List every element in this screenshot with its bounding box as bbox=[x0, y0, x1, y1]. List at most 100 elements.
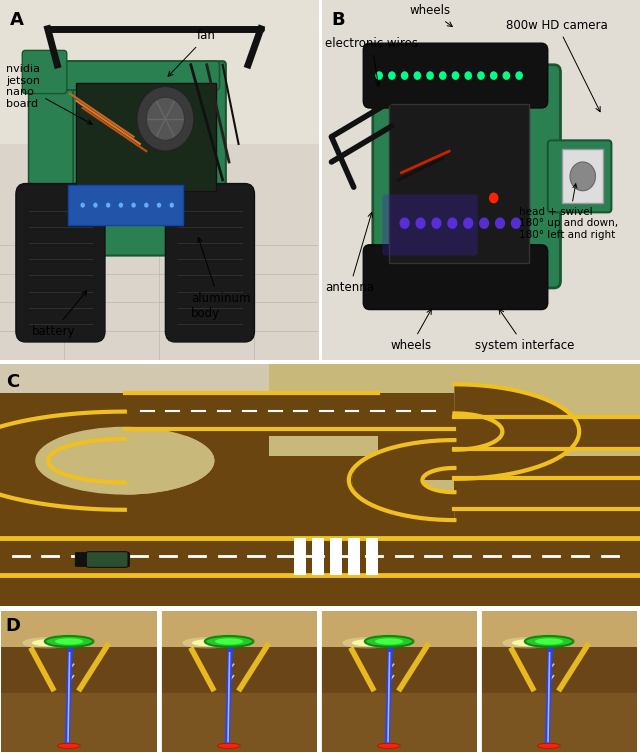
Text: battery: battery bbox=[32, 291, 86, 337]
Circle shape bbox=[489, 193, 499, 203]
Circle shape bbox=[426, 72, 434, 80]
Text: wheels: wheels bbox=[390, 309, 431, 352]
Circle shape bbox=[81, 203, 85, 208]
Circle shape bbox=[502, 637, 554, 648]
FancyBboxPatch shape bbox=[35, 61, 220, 90]
Text: D: D bbox=[5, 617, 20, 635]
Circle shape bbox=[157, 203, 161, 208]
Circle shape bbox=[388, 72, 396, 80]
FancyBboxPatch shape bbox=[165, 184, 255, 342]
Circle shape bbox=[502, 72, 510, 80]
FancyBboxPatch shape bbox=[76, 83, 216, 191]
Circle shape bbox=[35, 427, 214, 495]
Circle shape bbox=[45, 636, 93, 647]
FancyBboxPatch shape bbox=[1, 611, 157, 650]
FancyBboxPatch shape bbox=[269, 364, 640, 456]
Circle shape bbox=[406, 404, 515, 445]
Circle shape bbox=[431, 218, 442, 229]
Text: aluminum
body: aluminum body bbox=[191, 238, 250, 320]
FancyBboxPatch shape bbox=[321, 611, 477, 650]
FancyBboxPatch shape bbox=[161, 647, 317, 693]
Circle shape bbox=[35, 427, 214, 495]
Circle shape bbox=[490, 72, 497, 80]
Text: electronic wires: electronic wires bbox=[325, 37, 418, 86]
Circle shape bbox=[538, 743, 561, 748]
FancyBboxPatch shape bbox=[481, 611, 637, 650]
FancyBboxPatch shape bbox=[454, 477, 640, 509]
Circle shape bbox=[477, 72, 484, 80]
Circle shape bbox=[93, 203, 98, 208]
Circle shape bbox=[217, 743, 241, 748]
Wedge shape bbox=[352, 441, 454, 519]
Circle shape bbox=[410, 465, 512, 505]
Circle shape bbox=[147, 97, 184, 140]
FancyBboxPatch shape bbox=[373, 65, 561, 288]
FancyBboxPatch shape bbox=[29, 69, 73, 237]
Circle shape bbox=[463, 218, 474, 229]
FancyBboxPatch shape bbox=[1, 611, 157, 751]
Text: C: C bbox=[6, 373, 20, 392]
Text: head + swivel
180° up and down,
180° left and right: head + swivel 180° up and down, 180° lef… bbox=[519, 184, 618, 239]
Wedge shape bbox=[454, 384, 579, 479]
Circle shape bbox=[413, 72, 421, 80]
FancyBboxPatch shape bbox=[86, 552, 128, 567]
Wedge shape bbox=[0, 395, 125, 526]
Circle shape bbox=[439, 72, 447, 80]
FancyBboxPatch shape bbox=[364, 245, 548, 309]
Circle shape bbox=[525, 636, 573, 647]
Circle shape bbox=[535, 639, 563, 645]
Circle shape bbox=[511, 218, 521, 229]
FancyBboxPatch shape bbox=[68, 185, 183, 225]
Text: fan: fan bbox=[168, 29, 216, 76]
Circle shape bbox=[512, 639, 544, 646]
Wedge shape bbox=[454, 384, 579, 479]
Circle shape bbox=[58, 743, 81, 748]
Circle shape bbox=[215, 639, 243, 645]
Circle shape bbox=[375, 639, 403, 645]
Circle shape bbox=[137, 87, 194, 151]
Circle shape bbox=[205, 636, 253, 647]
Circle shape bbox=[401, 72, 408, 80]
Circle shape bbox=[378, 743, 401, 748]
FancyBboxPatch shape bbox=[562, 149, 604, 203]
Circle shape bbox=[170, 203, 174, 208]
Circle shape bbox=[452, 72, 460, 80]
FancyBboxPatch shape bbox=[348, 538, 360, 575]
FancyBboxPatch shape bbox=[161, 611, 317, 751]
FancyBboxPatch shape bbox=[294, 538, 306, 575]
FancyBboxPatch shape bbox=[364, 43, 548, 108]
Text: 800w HD camera: 800w HD camera bbox=[506, 19, 608, 111]
FancyBboxPatch shape bbox=[388, 105, 529, 263]
FancyBboxPatch shape bbox=[321, 647, 477, 693]
FancyBboxPatch shape bbox=[75, 552, 95, 567]
Text: wheels: wheels bbox=[410, 5, 452, 26]
Circle shape bbox=[399, 218, 410, 229]
Circle shape bbox=[22, 637, 74, 648]
FancyBboxPatch shape bbox=[0, 393, 640, 606]
Circle shape bbox=[515, 72, 523, 80]
FancyBboxPatch shape bbox=[366, 538, 378, 575]
Circle shape bbox=[365, 636, 413, 647]
Circle shape bbox=[375, 72, 383, 80]
FancyBboxPatch shape bbox=[382, 194, 478, 255]
Circle shape bbox=[570, 162, 595, 191]
FancyBboxPatch shape bbox=[16, 184, 105, 342]
Circle shape bbox=[465, 72, 472, 80]
Circle shape bbox=[342, 637, 394, 648]
FancyBboxPatch shape bbox=[481, 611, 637, 751]
FancyBboxPatch shape bbox=[110, 552, 130, 567]
Text: nvidia
jetson
nano
board: nvidia jetson nano board bbox=[6, 64, 92, 124]
FancyBboxPatch shape bbox=[330, 538, 342, 575]
Text: antenna: antenna bbox=[325, 212, 374, 294]
FancyBboxPatch shape bbox=[454, 417, 640, 449]
Wedge shape bbox=[352, 441, 454, 519]
FancyBboxPatch shape bbox=[312, 538, 324, 575]
Circle shape bbox=[447, 218, 458, 229]
Circle shape bbox=[415, 218, 426, 229]
Circle shape bbox=[479, 218, 489, 229]
FancyBboxPatch shape bbox=[548, 140, 611, 212]
Text: B: B bbox=[332, 11, 345, 29]
FancyBboxPatch shape bbox=[161, 611, 317, 650]
FancyBboxPatch shape bbox=[54, 61, 226, 255]
Circle shape bbox=[118, 203, 123, 208]
